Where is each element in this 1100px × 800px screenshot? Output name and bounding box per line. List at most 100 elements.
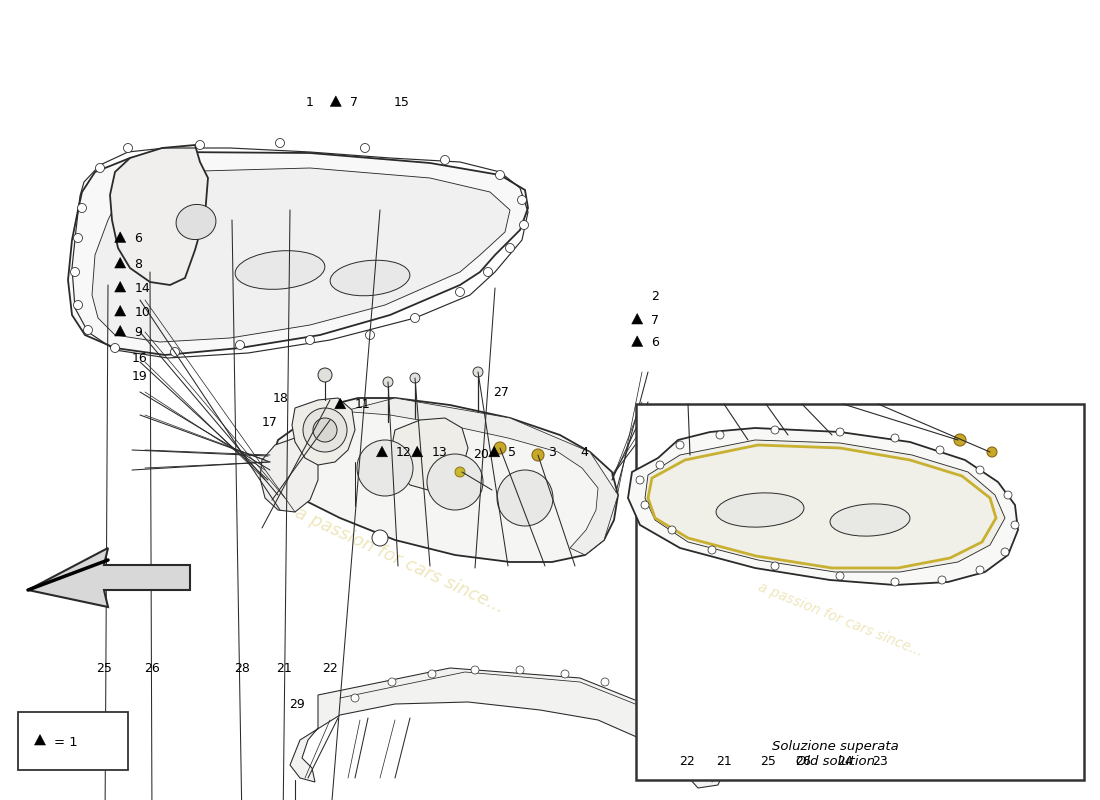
Circle shape	[275, 138, 285, 147]
Circle shape	[938, 576, 946, 584]
Circle shape	[428, 670, 436, 678]
Bar	[636, 404, 1084, 780]
Ellipse shape	[176, 205, 216, 239]
Circle shape	[636, 476, 644, 484]
Circle shape	[351, 694, 359, 702]
Text: 5: 5	[508, 446, 516, 459]
Circle shape	[388, 678, 396, 686]
Text: 29: 29	[289, 698, 305, 710]
Text: a passion for cars since...: a passion for cars since...	[293, 503, 507, 617]
Text: 28: 28	[234, 662, 250, 674]
Circle shape	[716, 761, 724, 769]
Circle shape	[601, 678, 609, 686]
Circle shape	[516, 666, 524, 674]
Text: 11: 11	[354, 398, 370, 411]
Text: 10: 10	[134, 306, 150, 318]
Text: 16: 16	[132, 352, 147, 365]
Text: 20: 20	[473, 448, 488, 461]
Circle shape	[954, 434, 966, 446]
Circle shape	[110, 343, 120, 353]
Polygon shape	[114, 326, 125, 336]
Text: 4: 4	[581, 446, 589, 459]
Polygon shape	[628, 428, 1018, 585]
Polygon shape	[114, 258, 125, 268]
Text: 19: 19	[132, 370, 147, 382]
Circle shape	[708, 546, 716, 554]
Text: 8: 8	[134, 258, 142, 270]
Text: 24: 24	[837, 755, 852, 768]
Text: Old solution: Old solution	[795, 755, 874, 768]
Polygon shape	[376, 446, 387, 457]
Text: 27: 27	[493, 386, 508, 398]
Circle shape	[372, 530, 388, 546]
Polygon shape	[631, 314, 642, 324]
Text: 3: 3	[548, 446, 556, 459]
Text: 26: 26	[144, 662, 159, 674]
Circle shape	[440, 155, 450, 165]
Circle shape	[74, 234, 82, 242]
Circle shape	[716, 431, 724, 439]
Text: 22: 22	[680, 755, 695, 768]
Circle shape	[495, 170, 505, 179]
Polygon shape	[392, 418, 468, 490]
Circle shape	[676, 441, 684, 449]
Circle shape	[427, 454, 483, 510]
Circle shape	[506, 243, 515, 253]
Circle shape	[302, 408, 346, 452]
Circle shape	[976, 466, 984, 474]
Circle shape	[123, 143, 132, 153]
Polygon shape	[488, 446, 499, 457]
Text: 22: 22	[322, 662, 338, 674]
Circle shape	[365, 330, 374, 339]
Text: 6: 6	[651, 336, 659, 349]
Circle shape	[1004, 491, 1012, 499]
Circle shape	[674, 716, 682, 724]
Polygon shape	[110, 145, 208, 285]
Circle shape	[96, 163, 104, 173]
Circle shape	[987, 447, 997, 457]
Circle shape	[836, 572, 844, 580]
Text: = 1: = 1	[54, 737, 78, 750]
Text: 7: 7	[350, 96, 358, 109]
Text: a passion for cars since...: a passion for cars since...	[756, 581, 924, 659]
Circle shape	[358, 440, 412, 496]
Text: 23: 23	[872, 755, 888, 768]
Circle shape	[455, 287, 464, 297]
Circle shape	[701, 738, 710, 746]
Polygon shape	[645, 440, 1005, 572]
Circle shape	[656, 461, 664, 469]
Text: 6: 6	[134, 232, 142, 245]
Circle shape	[771, 562, 779, 570]
Polygon shape	[292, 398, 355, 465]
Polygon shape	[68, 152, 528, 355]
Polygon shape	[114, 282, 125, 292]
Polygon shape	[330, 96, 341, 106]
Circle shape	[74, 301, 82, 310]
Circle shape	[668, 526, 676, 534]
Circle shape	[383, 377, 393, 387]
Circle shape	[497, 470, 553, 526]
Text: 9: 9	[134, 326, 142, 338]
Polygon shape	[34, 734, 45, 745]
Text: 13: 13	[431, 446, 447, 459]
Circle shape	[891, 434, 899, 442]
Circle shape	[410, 314, 419, 322]
Ellipse shape	[235, 250, 324, 290]
Text: 21: 21	[716, 755, 732, 768]
Text: 12: 12	[396, 446, 411, 459]
Circle shape	[1001, 548, 1009, 556]
Circle shape	[314, 418, 337, 442]
Circle shape	[170, 347, 179, 357]
Circle shape	[1011, 521, 1019, 529]
Circle shape	[473, 367, 483, 377]
Ellipse shape	[330, 260, 410, 296]
Circle shape	[836, 428, 844, 436]
Polygon shape	[631, 336, 642, 346]
Circle shape	[891, 578, 899, 586]
Text: 1: 1	[306, 96, 313, 109]
Text: 26: 26	[795, 755, 811, 768]
Text: Soluzione superata: Soluzione superata	[771, 740, 899, 753]
Circle shape	[471, 666, 478, 674]
Circle shape	[494, 442, 506, 454]
Circle shape	[936, 446, 944, 454]
